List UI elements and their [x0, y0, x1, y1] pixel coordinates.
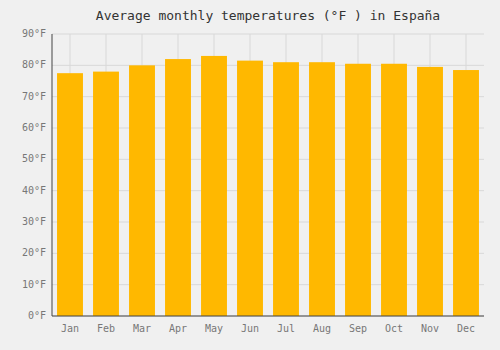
y-grid-line — [52, 34, 484, 35]
bar — [57, 73, 83, 316]
bar — [201, 56, 227, 316]
x-tick-label: Jun — [241, 323, 259, 334]
x-axis-line — [52, 316, 484, 317]
y-tick-label: 20°F — [22, 247, 46, 258]
y-tick-label: 60°F — [22, 122, 46, 133]
grid — [52, 34, 484, 316]
bar — [345, 64, 371, 316]
x-tick-label: Nov — [421, 323, 439, 334]
chart-container: 0°F 10°F 20°F 30°F 40°F 50°F 60°F 70°F 80°F 90°F J… — [0, 0, 500, 350]
x-tick-label: Mar — [133, 323, 151, 334]
y-tick-label: 10°F — [22, 279, 46, 290]
x-tick-label: Sep — [349, 323, 367, 334]
bar — [381, 64, 407, 316]
axes: 0°F 10°F 20°F 30°F 40°F 50°F 60°F 70°F 80°F 90°F J… — [22, 28, 475, 334]
bars — [57, 56, 479, 316]
y-axis-line — [52, 34, 53, 316]
y-tick-label: 30°F — [22, 216, 46, 227]
bar — [165, 59, 191, 316]
x-tick-label: Jan — [61, 323, 79, 334]
bar — [453, 70, 479, 316]
bar — [273, 62, 299, 316]
y-tick-label: 50°F — [22, 153, 46, 164]
y-tick-label: 70°F — [22, 91, 46, 102]
x-tick-label: Dec — [457, 323, 475, 334]
bar — [309, 62, 335, 316]
bar — [417, 67, 443, 316]
y-grid-line — [52, 316, 484, 317]
y-tick-label: 80°F — [22, 59, 46, 70]
y-tick-label: 40°F — [22, 185, 46, 196]
x-tick-label: Jul — [277, 323, 295, 334]
y-grid-line — [52, 65, 484, 66]
x-tick-label: Apr — [169, 323, 187, 334]
y-tick-label: 90°F — [22, 28, 46, 39]
background — [0, 0, 500, 350]
x-tick-label: Feb — [97, 323, 115, 334]
bar — [93, 72, 119, 316]
y-tick-label: 0°F — [28, 310, 46, 321]
x-tick-label: Oct — [385, 323, 403, 334]
bar — [129, 65, 155, 316]
title: Average monthly temperatures (°F ) in Es… — [96, 8, 440, 23]
bar — [237, 61, 263, 316]
page: {"chart_data": {"type": "bar", "title": … — [0, 0, 500, 350]
chart-svg: 0°F 10°F 20°F 30°F 40°F 50°F 60°F 70°F 80°F 90°F J… — [0, 0, 500, 350]
x-tick-label: Aug — [313, 323, 331, 334]
x-tick-label: May — [205, 323, 223, 334]
